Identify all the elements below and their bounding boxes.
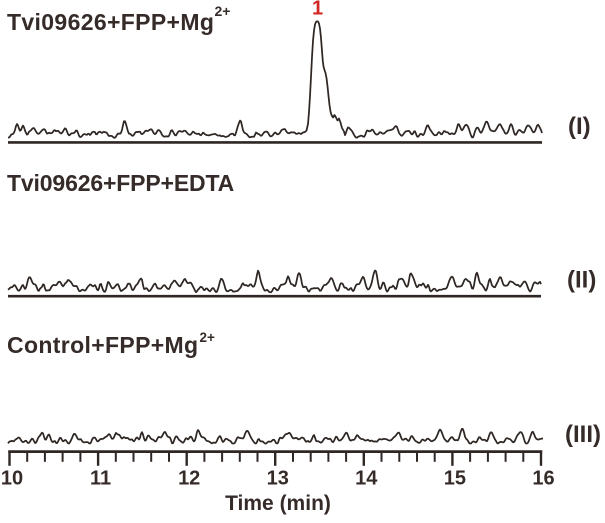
svg-text:10: 10 — [1, 468, 23, 490]
svg-text:(III): (III) — [565, 421, 601, 448]
svg-text:15: 15 — [444, 468, 466, 490]
svg-text:Time (min): Time (min) — [225, 492, 331, 515]
svg-text:13: 13 — [267, 468, 289, 490]
svg-text:Control+FPP+Mg: Control+FPP+Mg — [7, 332, 198, 358]
svg-text:11: 11 — [90, 468, 111, 490]
svg-text:1: 1 — [312, 0, 323, 20]
svg-text:16: 16 — [532, 468, 554, 490]
svg-text:(II): (II) — [567, 267, 596, 294]
svg-text:14: 14 — [355, 468, 378, 490]
svg-text:Tvi09626+FPP+Mg: Tvi09626+FPP+Mg — [7, 9, 214, 35]
svg-text:Tvi09626+FPP+EDTA: Tvi09626+FPP+EDTA — [7, 170, 234, 196]
svg-text:2+: 2+ — [200, 330, 216, 345]
svg-text:(I): (I) — [568, 113, 591, 140]
svg-text:12: 12 — [178, 468, 200, 490]
svg-text:2+: 2+ — [215, 3, 231, 19]
